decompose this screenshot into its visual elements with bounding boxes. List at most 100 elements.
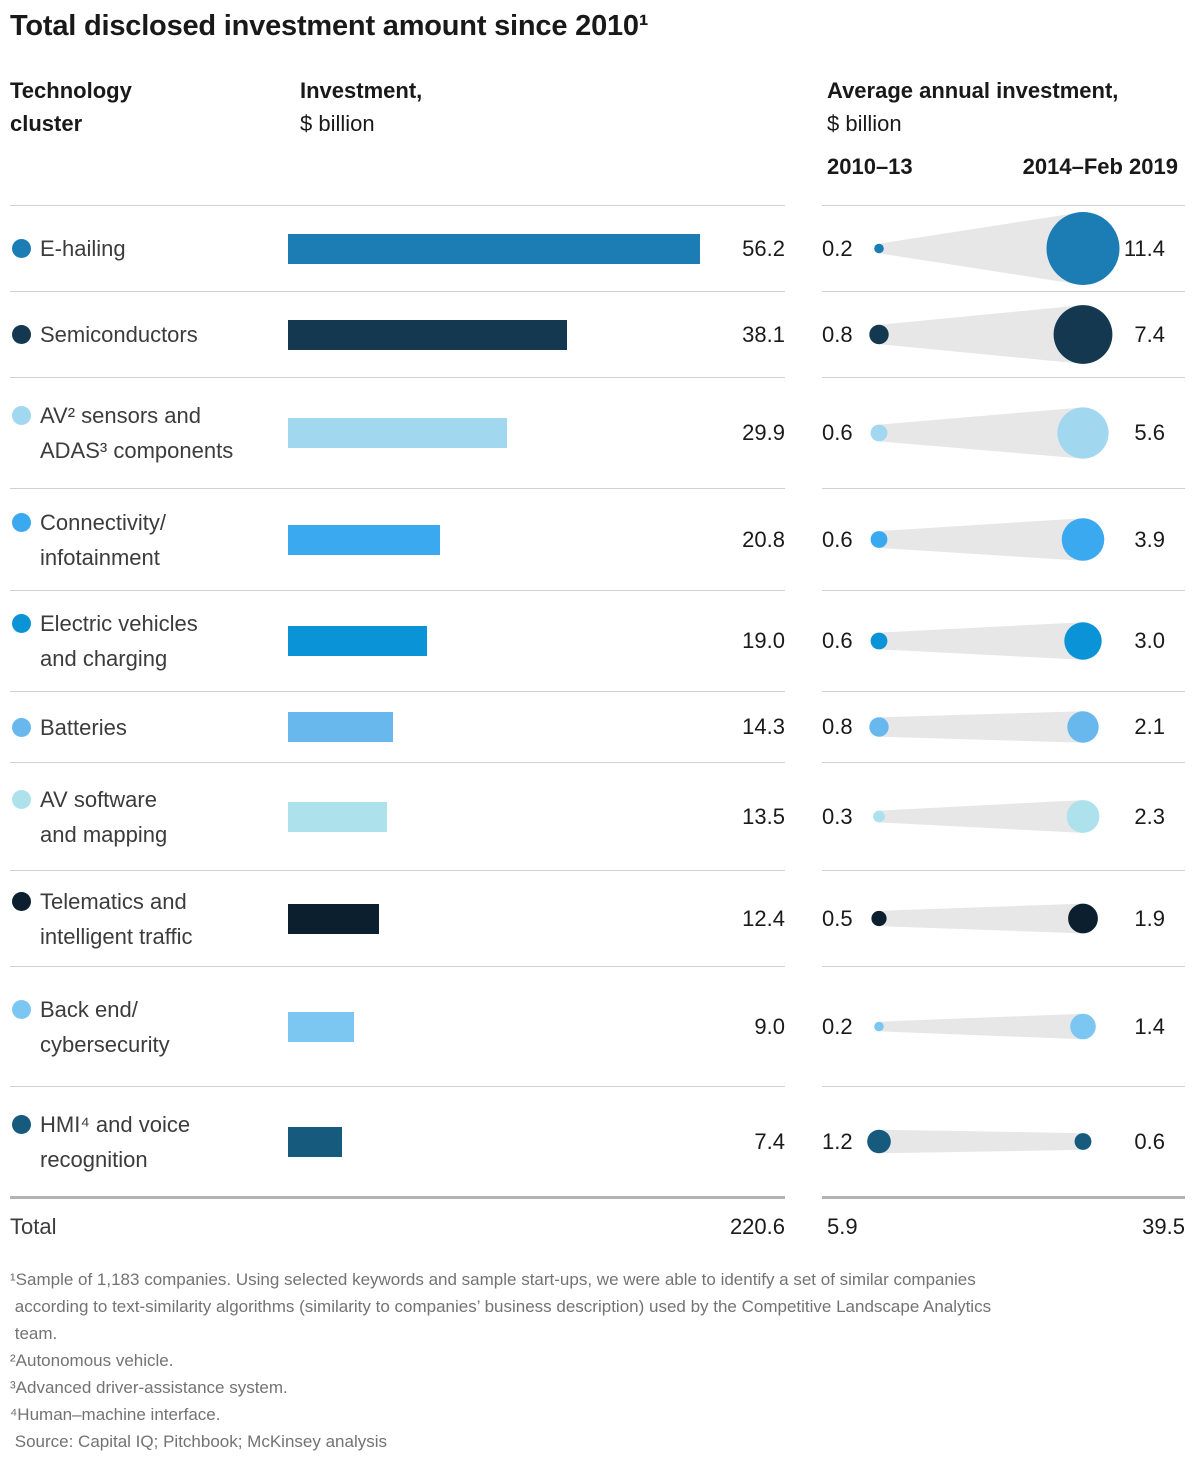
investment-bar-cell — [288, 712, 715, 742]
avg-funnel-cell — [863, 489, 1123, 590]
investment-bar — [288, 418, 507, 448]
cluster-label-line: AV software — [40, 786, 157, 812]
total-label: Total — [10, 1213, 57, 1239]
header-technology-cluster-line1: Technology — [10, 78, 132, 103]
avg-investment-funnel — [870, 622, 1102, 660]
investment-value: 14.3 — [742, 714, 785, 739]
avg-investment-funnel — [874, 1013, 1096, 1040]
avg-2010-13-value: 0.2 — [822, 235, 853, 261]
table-row: Batteries 14.3 0.8 2.1 — [10, 691, 1185, 762]
avg-2014-feb2019-bubble — [1061, 518, 1105, 561]
cluster-label-line: and charging — [40, 646, 168, 671]
investment-bar-cell — [288, 319, 715, 350]
header-period-2010-13: 2010–13 — [827, 154, 913, 179]
avg-investment-funnel — [870, 407, 1109, 459]
investment-bar — [288, 1011, 354, 1042]
avg-2014-feb2019-value: 7.4 — [1134, 321, 1165, 347]
cluster-label-cell: Semiconductors — [10, 317, 288, 352]
cluster-label: Batteries — [40, 710, 127, 745]
footnote-line: ¹Sample of 1,183 companies. Using select… — [10, 1270, 992, 1343]
header-average-annual-investment-unit: $ billion — [827, 111, 902, 136]
table-row: Connectivity/infotainment 20.8 0.6 3.9 — [10, 488, 1185, 590]
investment-bar — [288, 712, 393, 742]
cluster-label: Semiconductors — [40, 317, 198, 352]
table-row: Telematics and intelligent traffic 12.4 0… — [10, 870, 1185, 966]
investment-value: 9.0 — [754, 1013, 785, 1039]
funnel-wedge — [879, 711, 1083, 743]
avg-funnel-cell — [863, 378, 1123, 488]
cluster-label-cell: AV² sensors and ADAS³ components — [10, 398, 288, 468]
header-investment-label: Investment, — [300, 78, 423, 103]
avg-2010-13-bubble — [869, 324, 889, 345]
avg-2014-feb2019-bubble — [1066, 800, 1100, 833]
avg-2010-13-bubble — [873, 810, 885, 823]
investment-bar — [288, 801, 387, 832]
avg-2014-feb2019-bubble — [1074, 1133, 1092, 1150]
footnote-line: Source: Capital IQ; Pitchbook; McKinsey … — [10, 1432, 388, 1451]
avg-investment-funnel — [871, 903, 1098, 934]
investment-value: 38.1 — [742, 321, 785, 347]
investment-bar-cell — [288, 1011, 715, 1042]
avg-2014-feb2019-value: 11.4 — [1123, 235, 1165, 261]
avg-2010-13-value: 0.6 — [822, 628, 853, 653]
total-avg-2010-13-value: 5.9 — [827, 1213, 858, 1239]
investment-bar — [288, 233, 700, 264]
investment-value: 19.0 — [742, 628, 785, 653]
cluster-label-line: HMI⁴ and voice — [40, 1111, 191, 1137]
avg-2014-feb2019-value: 5.6 — [1134, 420, 1165, 445]
avg-2010-13-value: 0.5 — [822, 905, 853, 931]
cluster-label: AV² sensors and ADAS³ components — [40, 398, 233, 468]
cluster-bullet-icon — [12, 406, 31, 425]
avg-2010-13-value: 0.3 — [822, 803, 853, 829]
funnel-wedge — [879, 212, 1083, 285]
avg-2014-feb2019-bubble — [1057, 407, 1109, 459]
funnel-wedge — [879, 518, 1083, 561]
avg-2014-feb2019-value: 1.4 — [1134, 1013, 1165, 1039]
avg-2014-feb2019-bubble — [1046, 212, 1120, 285]
investment-bar — [288, 524, 440, 555]
avg-2010-13-bubble — [869, 717, 889, 737]
cluster-bullet-icon — [12, 789, 31, 809]
avg-investment-funnel — [874, 212, 1120, 285]
cluster-label-line: cybersecurity — [40, 1031, 170, 1057]
avg-2014-feb2019-value: 2.3 — [1134, 803, 1165, 829]
header-period-2014-feb2019: 2014–Feb 2019 — [1022, 154, 1178, 179]
cluster-label-line: Electric vehicles — [40, 611, 198, 636]
header-investment-unit: $ billion — [300, 111, 375, 136]
avg-2014-feb2019-bubble — [1070, 1013, 1096, 1040]
avg-2014-feb2019-bubble — [1068, 903, 1098, 934]
table-row: Semiconductors 38.1 0.8 7.4 — [10, 291, 1185, 377]
avg-2010-13-value: 0.6 — [822, 526, 853, 552]
table-row: Back end/cybersecurity 9.0 0.2 1.4 — [10, 966, 1185, 1086]
cluster-bullet-icon — [12, 512, 31, 532]
investment-bar-cell — [288, 418, 715, 448]
cluster-label-cell: Connectivity/infotainment — [10, 505, 288, 575]
investment-bar — [288, 903, 379, 934]
footnote-line: ³Advanced driver-assistance system. — [10, 1378, 288, 1397]
investment-bar-cell — [288, 903, 715, 934]
funnel-wedge — [879, 622, 1083, 660]
avg-funnel-cell — [863, 591, 1123, 691]
cluster-label-line: intelligent traffic — [40, 923, 193, 949]
funnel-wedge — [879, 305, 1083, 364]
cluster-label: E-hailing — [40, 231, 126, 266]
funnel-wedge — [879, 800, 1083, 833]
investment-bar — [288, 626, 427, 656]
investment-value: 20.8 — [742, 526, 785, 552]
avg-investment-funnel — [873, 800, 1100, 833]
investment-bar — [288, 319, 567, 350]
funnel-wedge — [879, 407, 1083, 459]
avg-funnel-cell — [863, 763, 1123, 870]
chart-rows: E-hailing 56.2 0.2 11.4 Semiconductors 3… — [10, 205, 1185, 1196]
header-technology-cluster: Technology cluster — [10, 74, 288, 140]
funnel-wedge — [879, 1129, 1083, 1154]
cluster-label-cell: HMI⁴ and voice recognition — [10, 1107, 288, 1177]
cluster-label-line: AV² sensors and — [40, 403, 202, 428]
table-row: AV software and mapping 13.5 0.3 2.3 — [10, 762, 1185, 870]
header-investment: Investment, $ billion — [288, 74, 422, 140]
investment-bar — [288, 1126, 342, 1157]
avg-funnel-cell — [863, 292, 1123, 377]
total-investment-value: 220.6 — [729, 1213, 785, 1239]
cluster-label: Back end/cybersecurity — [40, 992, 170, 1062]
avg-2014-feb2019-value: 3.9 — [1134, 526, 1165, 552]
